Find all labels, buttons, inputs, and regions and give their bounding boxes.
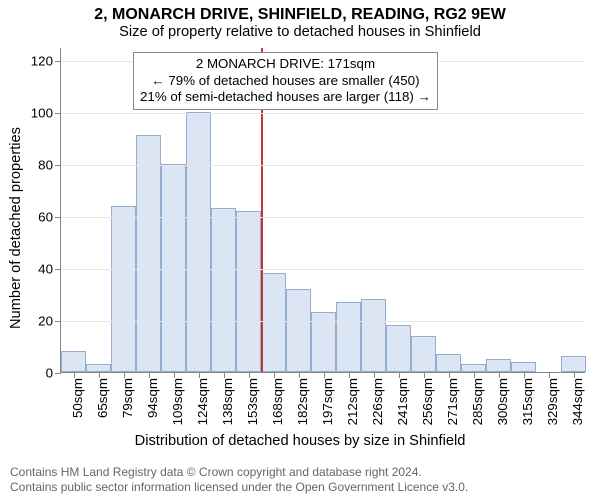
gridline xyxy=(61,113,585,114)
histogram-bar xyxy=(261,273,286,372)
x-tick-label: 226sqm xyxy=(370,378,385,425)
y-tick xyxy=(55,269,61,270)
x-tick-label: 329sqm xyxy=(545,378,560,425)
annotation-box: 2 MONARCH DRIVE: 171sqm ← 79% of detache… xyxy=(133,52,438,110)
x-tick-label: 153sqm xyxy=(245,378,260,425)
y-tick-label: 80 xyxy=(38,158,53,173)
y-tick xyxy=(55,217,61,218)
x-tick-label: 109sqm xyxy=(170,378,185,425)
x-tick-label: 212sqm xyxy=(345,378,360,425)
histogram-bar xyxy=(411,336,436,372)
y-tick xyxy=(55,321,61,322)
gridline xyxy=(61,217,585,218)
histogram-bar xyxy=(211,208,236,372)
histogram-bar xyxy=(161,164,186,372)
x-tick-label: 197sqm xyxy=(320,378,335,425)
gridline xyxy=(61,165,585,166)
chart-title-description: Size of property relative to detached ho… xyxy=(0,24,600,40)
histogram-bar xyxy=(86,364,111,372)
y-tick-label: 100 xyxy=(31,106,53,121)
x-tick-label: 315sqm xyxy=(520,378,535,425)
histogram-bar xyxy=(61,351,86,372)
y-tick-label: 60 xyxy=(38,210,53,225)
x-tick-label: 271sqm xyxy=(445,378,460,425)
x-tick-label: 94sqm xyxy=(145,378,160,418)
chart-title-address: 2, MONARCH DRIVE, SHINFIELD, READING, RG… xyxy=(0,6,600,24)
plot-area: 020406080100120 50sqm65sqm79sqm94sqm109s… xyxy=(60,48,585,373)
histogram-bar xyxy=(561,356,586,372)
x-tick-label: 65sqm xyxy=(95,378,110,418)
footer-line-2: Contains public sector information licen… xyxy=(10,480,468,494)
y-tick-label: 20 xyxy=(38,314,53,329)
y-tick-label: 0 xyxy=(46,366,53,381)
x-tick-label: 79sqm xyxy=(120,378,135,418)
histogram-bar xyxy=(436,354,461,372)
annotation-line-1: 2 MONARCH DRIVE: 171sqm xyxy=(140,56,431,73)
histogram-bar xyxy=(511,362,536,372)
y-axis-label: Number of detached properties xyxy=(8,78,24,378)
y-tick xyxy=(55,113,61,114)
annotation-line-2: ← 79% of detached houses are smaller (45… xyxy=(140,73,431,90)
y-tick xyxy=(55,61,61,62)
histogram-bar xyxy=(186,112,211,372)
x-tick-label: 300sqm xyxy=(495,378,510,425)
x-tick-label: 256sqm xyxy=(420,378,435,425)
histogram-bar xyxy=(336,302,361,372)
x-tick-label: 124sqm xyxy=(195,378,210,425)
histogram-bar xyxy=(236,211,261,372)
x-tick-label: 285sqm xyxy=(470,378,485,425)
x-tick-label: 241sqm xyxy=(395,378,410,425)
histogram-bar xyxy=(486,359,511,372)
gridline xyxy=(61,269,585,270)
chart-root: 2, MONARCH DRIVE, SHINFIELD, READING, RG… xyxy=(0,0,600,500)
x-tick-label: 138sqm xyxy=(220,378,235,425)
histogram-bar xyxy=(286,289,311,372)
y-tick-label: 120 xyxy=(31,54,53,69)
x-tick-label: 182sqm xyxy=(295,378,310,425)
histogram-bar xyxy=(386,325,411,372)
x-tick-label: 344sqm xyxy=(570,378,585,425)
annotation-line-3: 21% of semi-detached houses are larger (… xyxy=(140,89,431,106)
y-tick xyxy=(55,373,61,374)
x-axis-label: Distribution of detached houses by size … xyxy=(0,433,600,449)
x-tick-label: 168sqm xyxy=(270,378,285,425)
gridline xyxy=(61,321,585,322)
histogram-bar xyxy=(136,135,161,372)
histogram-bar xyxy=(111,206,136,372)
y-tick xyxy=(55,165,61,166)
x-tick-label: 50sqm xyxy=(70,378,85,418)
histogram-bar xyxy=(361,299,386,372)
footer-line-1: Contains HM Land Registry data © Crown c… xyxy=(10,465,422,479)
histogram-bar xyxy=(461,364,486,372)
y-tick-label: 40 xyxy=(38,262,53,277)
